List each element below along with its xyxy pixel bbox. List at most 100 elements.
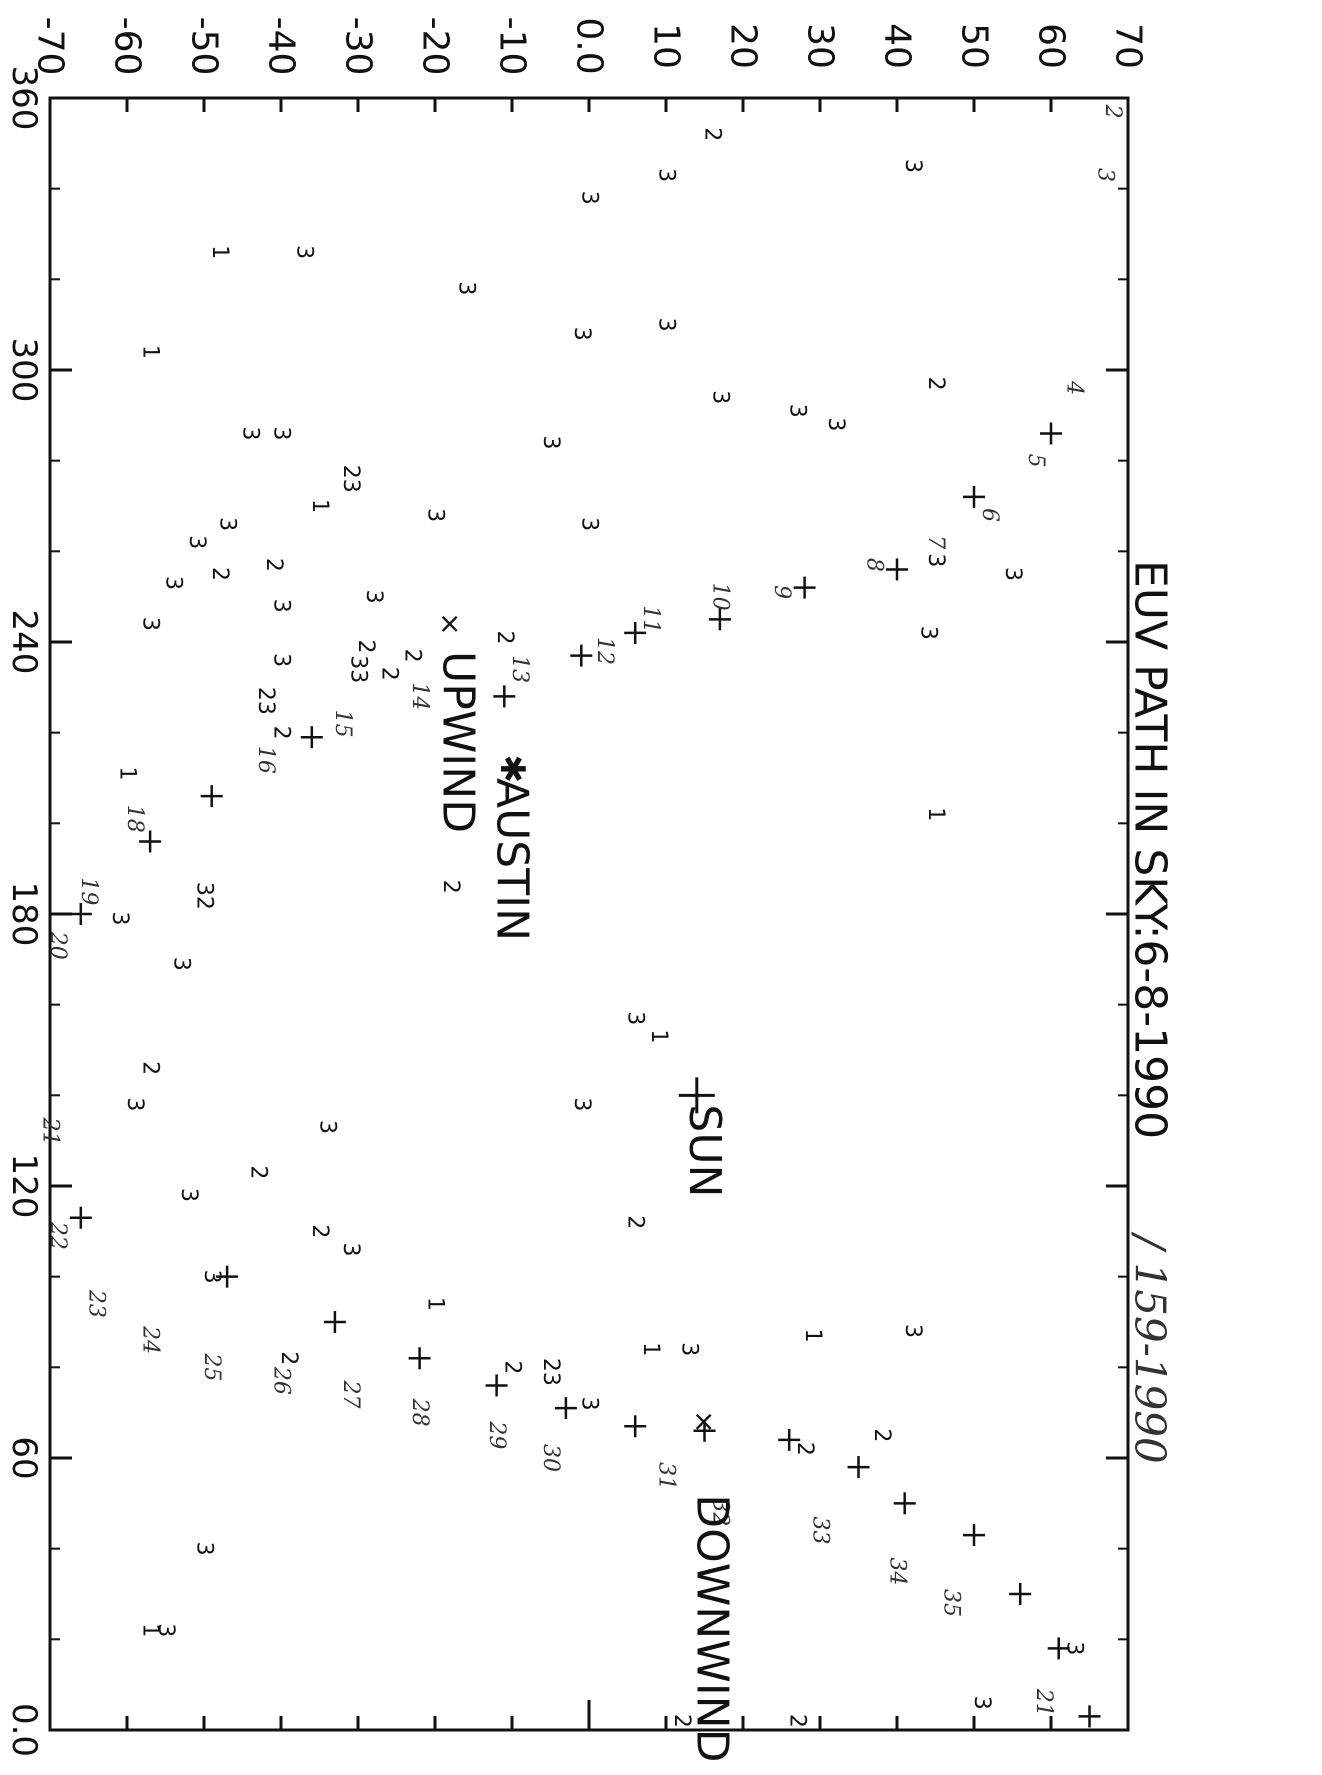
scatter-point: 2	[869, 1428, 894, 1442]
scatter-point: 3	[654, 318, 679, 332]
scatter-point: 2	[669, 1714, 694, 1728]
path-number: 21	[38, 1117, 63, 1146]
y-tick-label: -50	[184, 17, 225, 76]
path-point	[323, 1311, 346, 1333]
scatter-point: 1	[646, 1029, 671, 1043]
path-point	[200, 785, 223, 808]
y-tick-label: -20	[415, 17, 456, 76]
scatter-point: 3	[168, 957, 193, 971]
scatter-point: 2	[784, 1714, 809, 1728]
scatter-point: 1	[138, 345, 163, 359]
path-number: 27	[338, 1380, 363, 1409]
scatter-point: 3	[623, 1011, 648, 1025]
path-point	[1047, 1637, 1070, 1660]
chart-titles: EUV PATH IN SKY:6-8-1990 / 159-1990	[1125, 560, 1176, 1464]
path-point	[893, 1492, 916, 1515]
path-number: 7	[923, 535, 948, 549]
path-number: 33	[808, 1517, 833, 1545]
scatter-point: 3	[269, 653, 294, 667]
scatter-point: 3	[199, 1270, 224, 1284]
path-point	[1009, 1583, 1032, 1605]
path-number: 30	[538, 1444, 563, 1472]
y-tick-label: 30	[800, 23, 841, 69]
scatter-point: 3	[915, 626, 940, 640]
path-point	[216, 1265, 239, 1288]
y-tick-label: 70	[1108, 23, 1149, 69]
path-point	[408, 1347, 431, 1370]
y-tick-label: 20	[723, 23, 764, 69]
path-number: 10	[707, 583, 732, 611]
path-point	[963, 485, 985, 508]
path-number: 25	[199, 1352, 224, 1381]
path-number: 16	[253, 746, 278, 774]
path-number: 3	[1092, 168, 1117, 182]
cross-marker: ×	[434, 612, 467, 635]
scatter-point: 3	[538, 436, 563, 450]
scatter-point: 3	[153, 1623, 178, 1637]
path-number: 32	[707, 1498, 732, 1526]
path-number: 12	[592, 637, 617, 665]
scatter-point: 2	[276, 1351, 301, 1365]
path-point	[570, 644, 593, 667]
scatter-point: 3	[269, 426, 294, 440]
scatter-point: 2	[269, 726, 294, 740]
scatter-point: 2	[207, 567, 232, 581]
scatter-point: 3	[577, 517, 602, 531]
path-point	[963, 1524, 985, 1547]
path-point	[300, 726, 323, 749]
scatter-point: 3	[338, 1242, 363, 1256]
path-number: 31	[654, 1462, 679, 1490]
scatter-point: 3	[969, 1696, 994, 1710]
y-tick-label: 0.0	[569, 17, 610, 74]
scatter-point: 3	[1000, 567, 1025, 581]
path-point	[886, 558, 908, 581]
scatter-point: 2	[376, 667, 401, 681]
path-number: 19	[76, 877, 101, 905]
path-number: 20	[45, 931, 70, 960]
scatter-point: 33	[346, 655, 371, 683]
path-point	[493, 685, 516, 708]
path-number: 24	[138, 1325, 163, 1354]
x-tick-label: 360	[4, 66, 44, 131]
scatter-point: 2	[700, 127, 725, 141]
scatter-point: 3	[569, 327, 594, 341]
path-number: 23	[84, 1289, 109, 1318]
scatter-point: 3	[1062, 1641, 1087, 1655]
path-number: 13	[507, 655, 532, 683]
scatter-point: 3	[292, 245, 317, 259]
path-number: 14	[407, 682, 432, 710]
scatter-point: 3	[192, 1542, 217, 1556]
scatter-point: 3	[215, 517, 240, 531]
plot-frame	[48, 96, 1130, 1732]
scatter-point: 2	[492, 630, 517, 644]
y-tick-label: 60	[1031, 23, 1072, 69]
path-point	[693, 1419, 716, 1442]
scatter-point: 3	[122, 1097, 147, 1111]
y-tick-label: -10	[492, 17, 533, 76]
y-axis-ticks: -70 -60 -50 -40 -30 -20 -10 0.0 10 20 30 40 50 60 70	[30, 17, 1149, 1730]
scatter-point: 3	[138, 617, 163, 631]
scatter-point: 2	[399, 649, 424, 663]
path-number: 9	[769, 585, 794, 599]
scatter-point: 3	[176, 1188, 201, 1202]
scatter-point: 2	[353, 640, 378, 654]
label-austin: AUSTIN	[487, 778, 538, 941]
path-number: 15	[330, 710, 355, 738]
x-tick-label: 300	[4, 338, 44, 403]
scatter-point: 3	[453, 281, 478, 295]
scatter-point: 2	[792, 1442, 817, 1456]
path-number: 28	[407, 1398, 432, 1427]
scatter-point: 3	[900, 159, 925, 173]
scatter-point: 2	[307, 1224, 332, 1238]
path-number: 18	[122, 805, 147, 833]
scatter-point: 3	[823, 417, 848, 431]
plot-border	[48, 96, 1130, 1732]
handwritten-annotation: / 159-1990	[1126, 1231, 1175, 1464]
path-point	[778, 1428, 801, 1451]
path-number: 8	[861, 558, 886, 572]
x-tick-label: 120	[4, 1154, 44, 1219]
path-number: 29	[484, 1420, 509, 1449]
path-point	[554, 1397, 577, 1420]
